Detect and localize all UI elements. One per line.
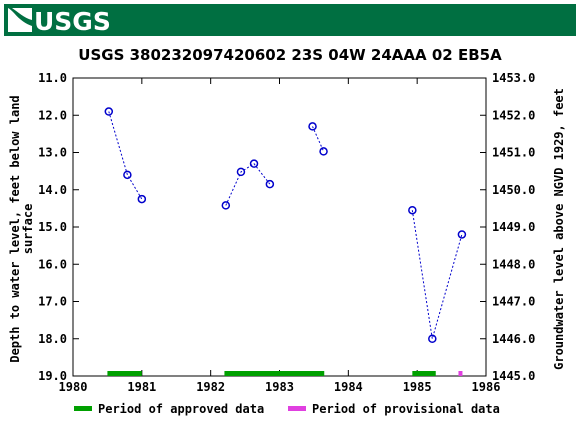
y-tick-label-left: 15.0 (38, 220, 67, 234)
data-period-bars (107, 371, 463, 376)
approved-period-bar (107, 371, 142, 376)
series-line-segment (108, 111, 143, 200)
y-tick-label-right: 1448.0 (492, 257, 535, 271)
y-tick-label-right: 1452.0 (492, 108, 535, 122)
x-tick-label: 1982 (196, 380, 225, 394)
y-axis-label-right: Groundwater level above NGVD 1929, feet (552, 88, 566, 370)
y-axis-label-left-line2: surface (21, 204, 35, 255)
data-point (308, 122, 317, 131)
data-point (428, 334, 437, 343)
x-tick-label: 1983 (265, 380, 294, 394)
data-series (104, 107, 467, 343)
y-tick-label-left: 17.0 (38, 295, 67, 309)
approved-period-bar (224, 371, 325, 376)
y-axis-label-left-line1: Depth to water level, feet below land (8, 95, 22, 362)
legend: Period of approved data Period of provis… (74, 402, 500, 416)
series-line-segment (312, 126, 325, 152)
data-point (221, 201, 231, 210)
data-point (123, 170, 132, 180)
data-point (319, 147, 328, 156)
y-tick-label-left: 11.0 (38, 71, 67, 85)
data-point (137, 194, 147, 204)
y-tick-label-left: 12.0 (38, 108, 67, 122)
x-tick-label: 1984 (334, 380, 363, 394)
y-tick-label-left: 14.0 (38, 183, 67, 197)
y-tick-label-left: 16.0 (38, 257, 67, 271)
y-tick-label-left: 13.0 (38, 146, 67, 160)
data-point (236, 167, 246, 177)
x-tick-label: 1985 (403, 380, 432, 394)
y-tick-label-right: 1449.0 (492, 220, 535, 234)
axis-ticks: 1980 1981 1982 1983 1984 1985 1986 11.0 12.0 13.0… (38, 71, 535, 394)
data-point (265, 179, 275, 189)
legend-swatch-provisional (288, 406, 306, 411)
usgs-logo-icon (8, 8, 32, 32)
x-tick-label: 1980 (59, 380, 88, 394)
legend-swatch-approved (74, 406, 92, 411)
y-tick-label-left: 18.0 (38, 332, 67, 346)
legend-label-provisional: Period of provisional data (312, 402, 500, 416)
y-tick-label-right: 1451.0 (492, 146, 535, 160)
y-tick-label-right: 1445.0 (492, 369, 535, 383)
plot-area (72, 77, 487, 377)
data-point (249, 159, 259, 168)
approved-period-bar (412, 371, 436, 376)
series-line-segment (225, 163, 271, 206)
y-tick-label-right: 1447.0 (492, 295, 535, 309)
usgs-header-bar (4, 4, 576, 36)
y-tick-label-right: 1446.0 (492, 332, 535, 346)
y-tick-label-right: 1450.0 (492, 183, 535, 197)
data-point (408, 205, 417, 215)
usgs-logo-text: USGS (34, 7, 111, 36)
provisional-period-bar (458, 371, 463, 376)
data-point (457, 230, 467, 239)
y-tick-label-right: 1453.0 (492, 71, 535, 85)
x-tick-label: 1986 (472, 380, 501, 394)
usgs-logo: USGS (8, 7, 111, 36)
legend-label-approved: Period of approved data (98, 402, 264, 416)
series-line-segment (411, 210, 463, 339)
x-tick-label: 1981 (127, 380, 156, 394)
data-point (104, 107, 114, 116)
y-tick-label-left: 19.0 (38, 369, 67, 383)
chart-title: USGS 380232097420602 23S 04W 24AAA 02 EB… (78, 46, 502, 64)
